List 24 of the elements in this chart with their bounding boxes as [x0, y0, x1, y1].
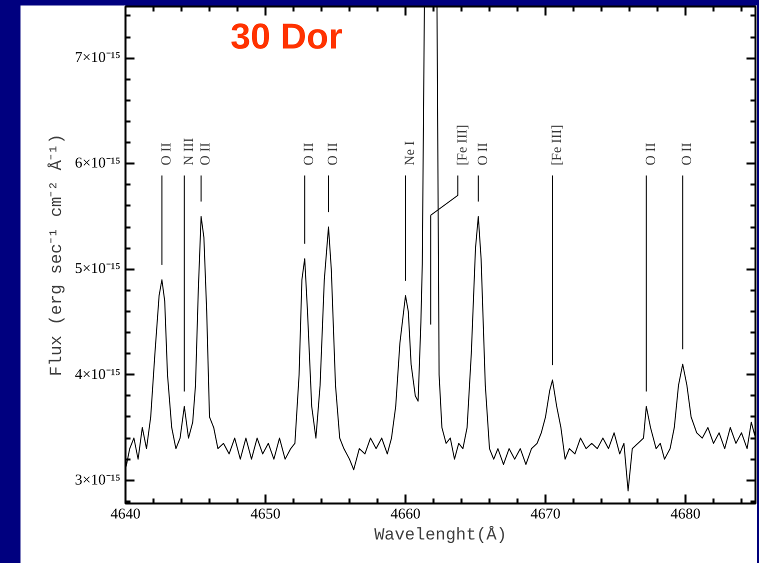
ref-line-label: O II: [159, 142, 174, 166]
ref-line-label: Ne I: [403, 140, 418, 166]
ref-line-label: [Fe III]: [455, 124, 470, 166]
x-tick-label: 4640: [110, 506, 140, 522]
ref-line-label: O II: [644, 142, 659, 166]
ref-line-label: N III: [182, 138, 197, 166]
y-tick-label: 7×10⁻¹⁵: [74, 50, 120, 66]
x-tick-label: 4660: [390, 506, 420, 522]
x-tick-label: 4650: [250, 506, 280, 522]
x-tick-label: 4680: [670, 506, 700, 522]
y-tick-label: 6×10⁻¹⁵: [74, 156, 120, 172]
ref-line-label: O II: [680, 142, 696, 166]
y-tick-label: 5×10⁻¹⁵: [74, 261, 120, 278]
x-axis-title: Wavelenght(Å): [374, 526, 507, 546]
y-axis-title: Flux (erg sec⁻¹ cm⁻² Å⁻¹): [46, 134, 67, 376]
ref-line-label: O II: [198, 142, 214, 166]
ref-line-label: O II: [302, 142, 318, 166]
ref-line-label: [Fe III]: [550, 124, 565, 166]
chart-title: 30 Dor: [230, 16, 343, 56]
ref-line-label: O II: [326, 142, 341, 166]
x-tick-label: 4670: [530, 506, 560, 522]
ref-line-label: O II: [476, 142, 491, 166]
y-tick-label: 3×10⁻¹⁵: [74, 472, 120, 488]
y-tick-label: 4×10⁻¹⁵: [74, 366, 120, 383]
